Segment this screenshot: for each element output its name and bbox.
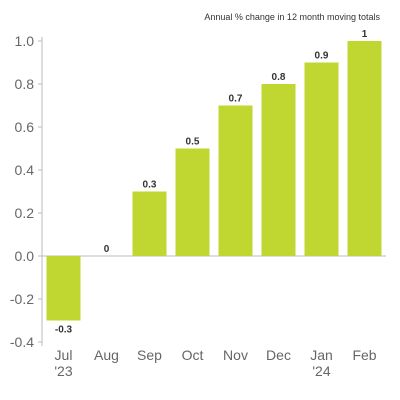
bar — [46, 256, 81, 321]
data-label: 1 — [362, 29, 368, 40]
bar — [261, 84, 296, 256]
bar — [132, 191, 167, 256]
y-tick-label: 0.6 — [15, 119, 35, 135]
chart-subtitle: Annual % change in 12 month moving total… — [204, 12, 380, 22]
bar — [218, 105, 253, 256]
bar — [175, 148, 210, 256]
data-label: 0.5 — [186, 137, 200, 148]
y-tick-label: -0.4 — [10, 334, 34, 350]
x-tick-label: Feb — [352, 347, 376, 363]
data-label: 0.9 — [315, 51, 329, 62]
x-tick-label: '23 — [54, 363, 72, 379]
y-tick-label: 0.8 — [15, 76, 35, 92]
data-label: 0.8 — [272, 72, 286, 83]
y-tick-label: -0.2 — [10, 291, 34, 307]
data-label: 0.7 — [229, 94, 243, 105]
y-tick-label: 0.4 — [15, 162, 35, 178]
x-tick-label: Dec — [266, 347, 291, 363]
bar-layer — [46, 41, 382, 321]
x-tick-label: Nov — [223, 347, 248, 363]
x-tick-label: Aug — [94, 347, 119, 363]
x-tick-label: Jul — [55, 347, 73, 363]
bar — [347, 41, 382, 256]
data-label: 0.3 — [143, 180, 157, 191]
x-tick-label: '24 — [312, 363, 330, 379]
bar — [304, 62, 339, 256]
y-tick-label: 0.2 — [15, 205, 35, 221]
data-label: -0.3 — [55, 325, 73, 336]
x-tick-label: Oct — [182, 347, 204, 363]
label-layer: -0.3 Jul'23 0 Aug 0.3 Sep 0.5 Oct 0.7 Nov 0.8 Dec 0.… — [54, 29, 376, 379]
x-tick-label: Jan — [310, 347, 333, 363]
data-label: 0 — [104, 244, 110, 255]
y-tick-label: 1.0 — [15, 33, 35, 49]
y-tick-label: 0.0 — [15, 248, 35, 264]
x-tick-label: Sep — [137, 347, 162, 363]
